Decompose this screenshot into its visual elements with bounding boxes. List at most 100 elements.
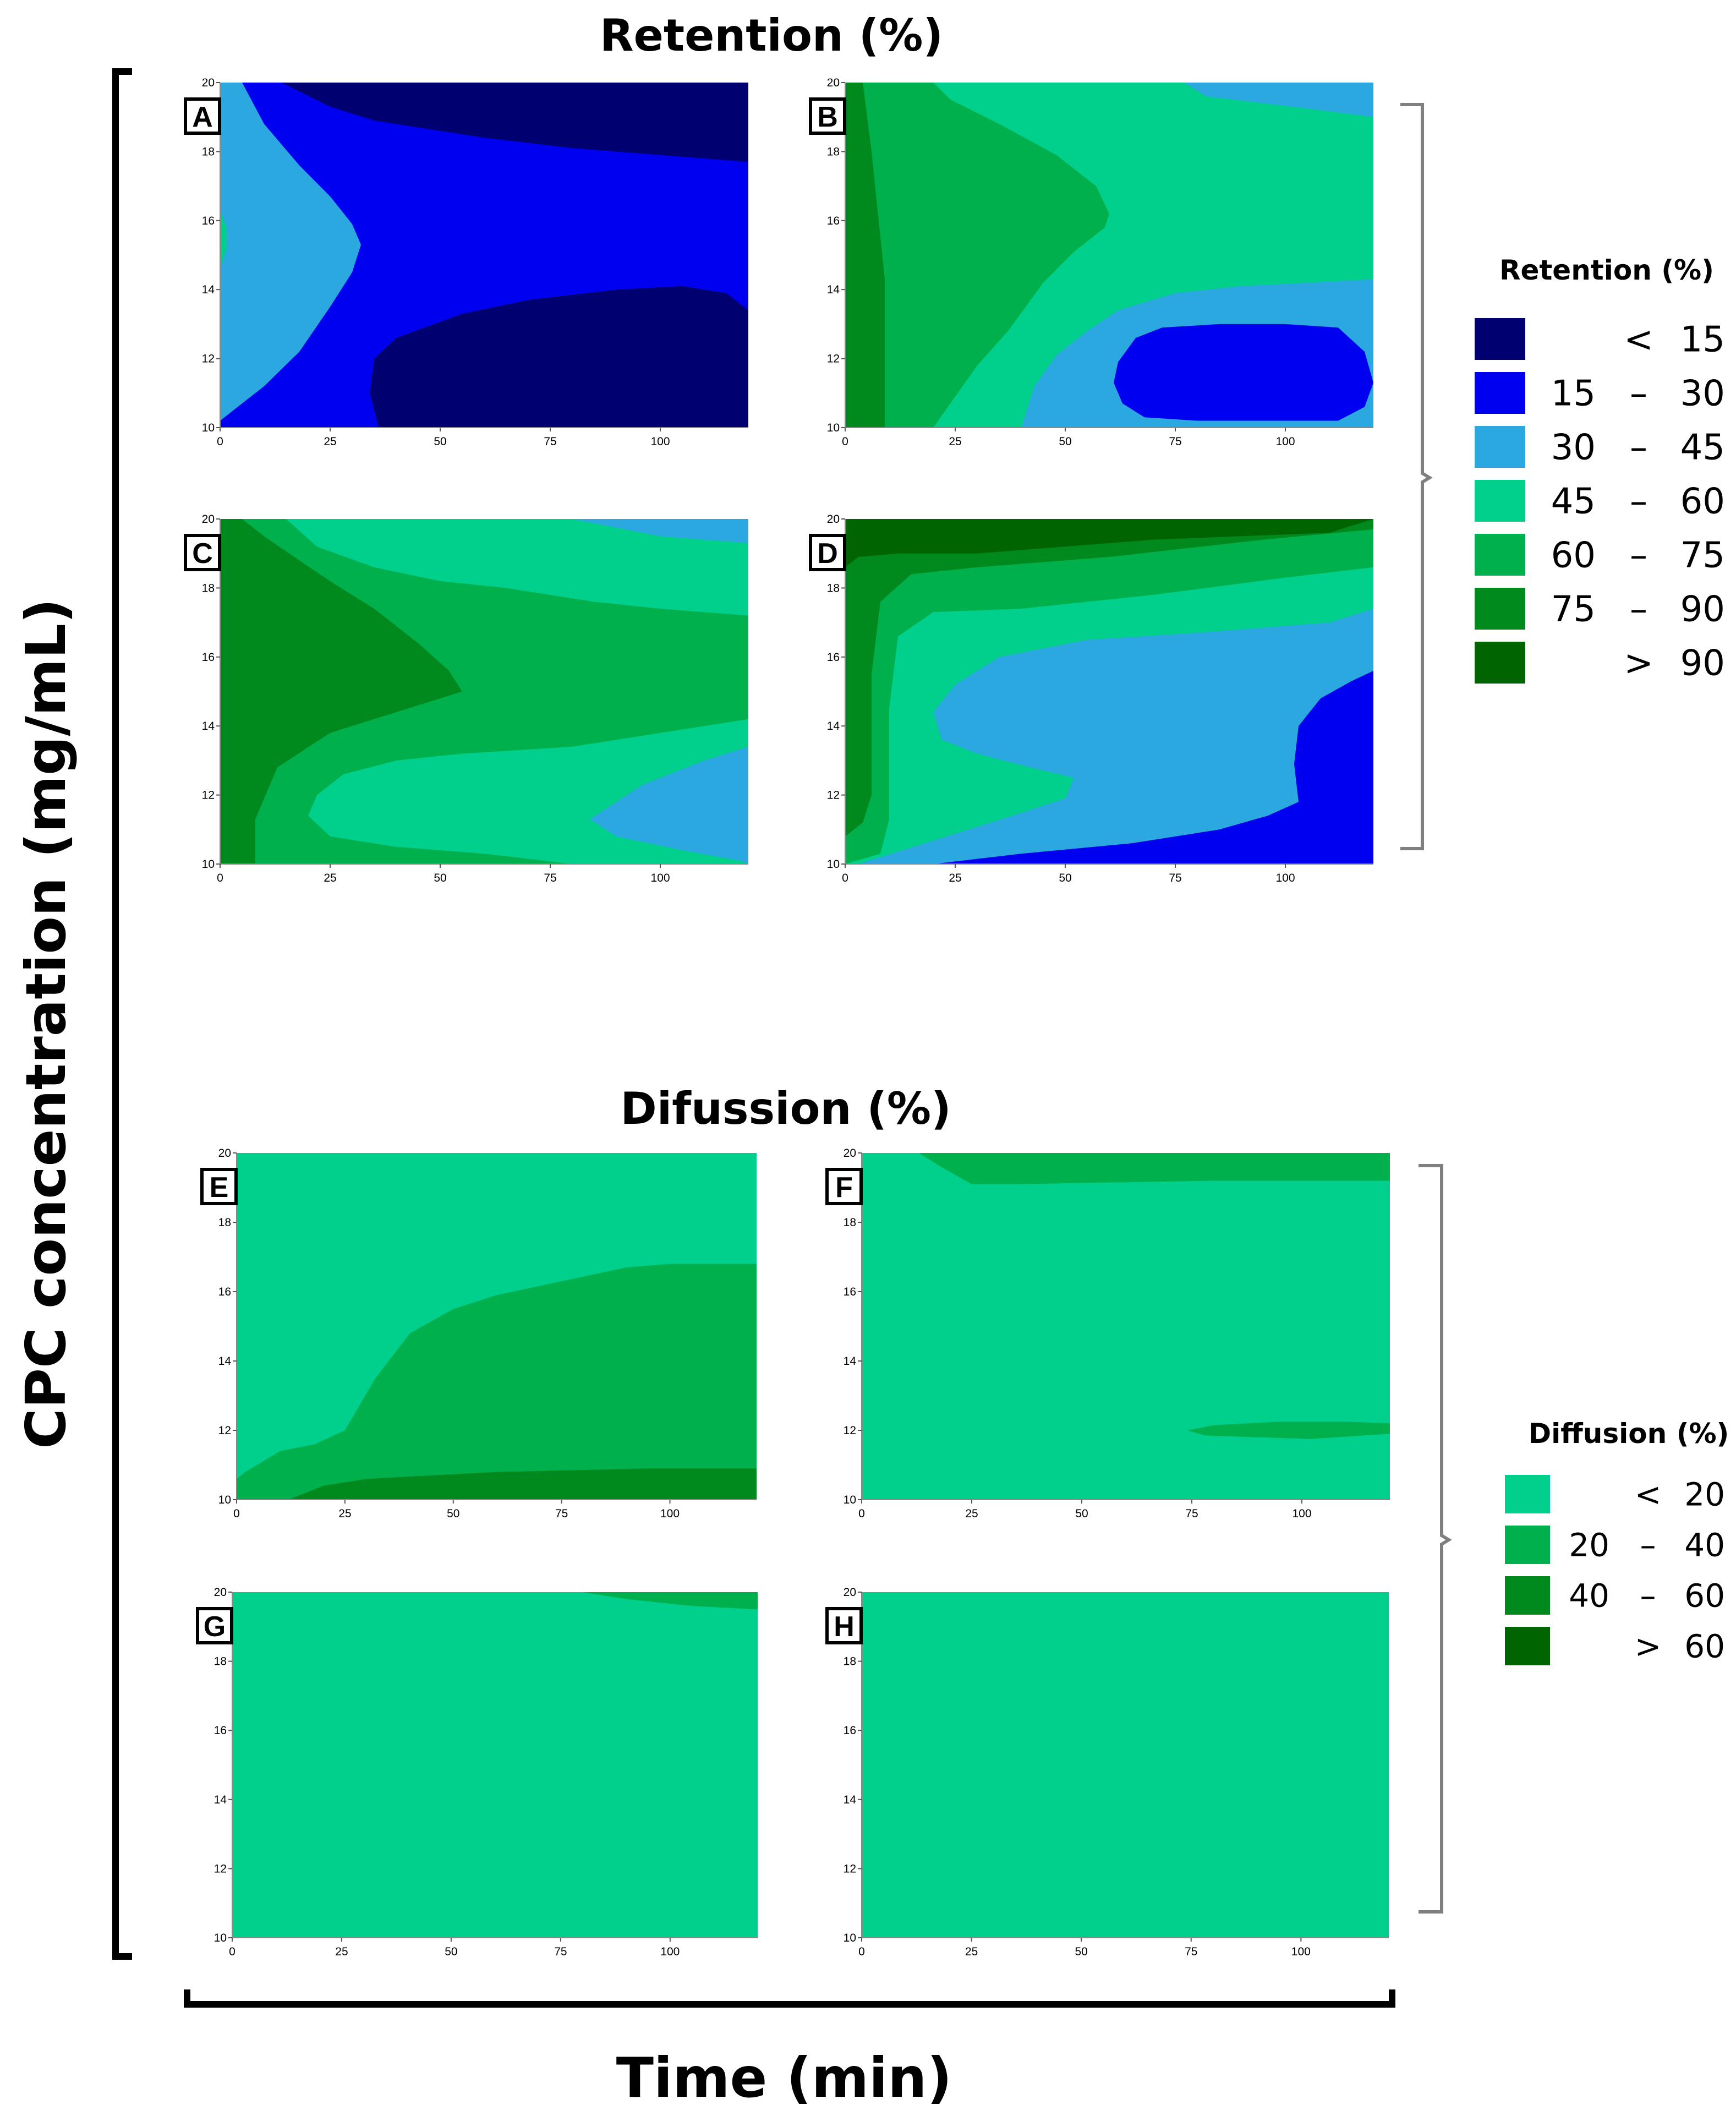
y-tick-label: 20 [202, 76, 215, 89]
legend-item: >60 [1505, 1627, 1725, 1665]
x-tick-label: 50 [434, 872, 446, 884]
panel-label: C [192, 538, 213, 570]
y-tick-label: 12 [827, 789, 840, 802]
diffusion-legend-brace [1419, 1164, 1452, 1914]
panel-label-box [825, 1168, 863, 1205]
legend-item: 45–60 [1475, 480, 1725, 522]
contour-plot-h: 0 25 50 75 100 10 12 14 16 18 20 H [825, 1586, 1389, 1958]
contour-region [1184, 83, 1373, 117]
x-tick-label: 0 [842, 872, 848, 884]
legend-high-value: 60 [1680, 481, 1725, 522]
y-tick-label: 10 [827, 858, 840, 871]
y-tick-label: 16 [844, 1286, 856, 1298]
x-tick-label: 25 [965, 1945, 978, 1958]
retention-legend-brace [1400, 103, 1433, 850]
contour-plot-g: 0 25 50 75 100 10 12 14 16 18 20 G [196, 1586, 758, 1958]
contour-plot-b: 0 25 50 75 100 10 12 14 16 18 20 B [809, 76, 1373, 448]
x-tick-label: 100 [650, 435, 670, 448]
legend-low-value: 30 [1551, 427, 1596, 468]
legend-operator: < [1635, 1475, 1662, 1513]
contour-region [845, 83, 1109, 428]
y-axis-bracket [112, 68, 132, 1960]
legend-low-value: 60 [1551, 535, 1596, 576]
contour-region [282, 83, 748, 162]
legend-low-value: 45 [1551, 481, 1596, 522]
legend-item: 30–45 [1475, 426, 1725, 468]
x-tick-label: 100 [660, 1945, 680, 1958]
legend-high-value: 90 [1680, 643, 1725, 684]
legend-operator: – [1630, 373, 1647, 414]
x-tick-label: 75 [555, 1507, 568, 1520]
y-tick-label: 10 [202, 858, 215, 871]
y-tick-label: 18 [202, 582, 215, 594]
y-tick-label: 14 [214, 1794, 227, 1806]
y-tick-label: 18 [844, 1216, 856, 1229]
contour-region [919, 1153, 1390, 1184]
x-tick-label: 50 [1075, 1507, 1088, 1520]
legend-operator: – [1640, 1526, 1656, 1564]
y-tick-label: 10 [202, 422, 215, 434]
contour-plot-d: 0 25 50 75 100 10 12 14 16 18 20 D [809, 513, 1373, 884]
legend-low-value: 20 [1569, 1526, 1609, 1564]
diffusion-section-title: Difussion (%) [620, 1083, 951, 1134]
y-tick-label: 20 [827, 76, 840, 89]
contour-region [220, 210, 227, 269]
contour-region [933, 670, 1373, 864]
contour-region [370, 286, 748, 428]
x-tick-label: 100 [1292, 1507, 1311, 1520]
x-tick-label: 50 [445, 1945, 457, 1958]
panel-label-box [200, 1168, 238, 1205]
x-tick-label: 0 [229, 1945, 236, 1958]
panel-label: H [834, 1611, 855, 1643]
x-tick-label: 75 [1169, 435, 1181, 448]
x-tick-label: 25 [338, 1507, 351, 1520]
y-tick-label: 20 [214, 1586, 227, 1599]
y-tick-label: 14 [827, 720, 840, 732]
contour-plot-a: 0 25 50 75 100 10 12 14 16 18 20 A [184, 76, 748, 448]
x-tick-label: 75 [554, 1945, 567, 1958]
legend-low-value: 40 [1569, 1577, 1609, 1614]
legend-operator: – [1630, 427, 1647, 468]
x-axis-label: Time (min) [616, 2046, 952, 2110]
plot-area [862, 1592, 1389, 1938]
x-tick-label: 50 [447, 1507, 459, 1520]
y-tick-label: 20 [218, 1147, 231, 1160]
panel-label: D [817, 538, 838, 570]
y-tick-label: 16 [218, 1286, 231, 1298]
contour-region [220, 519, 462, 864]
legend-operator: – [1630, 589, 1647, 630]
legend-swatch [1505, 1576, 1550, 1615]
plot-area [862, 1153, 1390, 1500]
y-tick-label: 18 [202, 145, 215, 158]
y-axis-label: CPC concentration (mg/mL) [14, 598, 78, 1448]
x-tick-label: 25 [335, 1945, 348, 1958]
x-tick-label: 0 [233, 1507, 240, 1520]
y-tick-label: 18 [827, 145, 840, 158]
y-tick-label: 18 [844, 1655, 856, 1668]
x-tick-label: 0 [217, 435, 223, 448]
legend-low-value: 15 [1551, 373, 1596, 414]
legend-swatch [1505, 1475, 1550, 1513]
legend-operator: < [1624, 319, 1653, 360]
y-tick-label: 18 [827, 582, 840, 594]
plot-area [220, 519, 748, 864]
y-tick-label: 10 [214, 1932, 227, 1944]
x-tick-label: 75 [1185, 1507, 1198, 1520]
plot-area [237, 1153, 757, 1500]
legend-swatch [1475, 318, 1525, 360]
y-tick-label: 14 [202, 283, 215, 296]
contour-region [220, 83, 361, 421]
legend-swatch [1475, 642, 1525, 684]
plot-area [220, 83, 748, 428]
x-tick-label: 75 [1185, 1945, 1197, 1958]
contour-region [237, 1264, 757, 1500]
legend-swatch [1475, 534, 1525, 576]
contour-region [1114, 324, 1373, 421]
y-tick-label: 20 [202, 513, 215, 526]
x-tick-label: 100 [1275, 872, 1295, 884]
contour-background [232, 1592, 758, 1938]
contour-region [845, 519, 1373, 864]
legend-low-value: 75 [1551, 589, 1596, 630]
legend-operator: > [1635, 1627, 1662, 1665]
